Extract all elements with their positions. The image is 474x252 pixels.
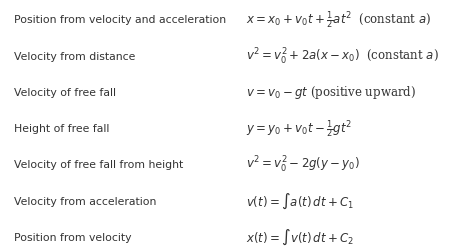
Text: Height of free fall: Height of free fall (14, 123, 109, 134)
Text: $v^2 = v_0^2 + 2a(x - x_0)$  (constant $a$): $v^2 = v_0^2 + 2a(x - x_0)$ (constant $a… (246, 46, 439, 66)
Text: Position from velocity and acceleration: Position from velocity and acceleration (14, 15, 227, 25)
Text: Velocity of free fall: Velocity of free fall (14, 87, 116, 97)
Text: Position from velocity: Position from velocity (14, 232, 132, 242)
Text: Velocity of free fall from height: Velocity of free fall from height (14, 160, 183, 170)
Text: $x = x_0 + v_0 t + \frac{1}{2}at^2$  (constant $a$): $x = x_0 + v_0 t + \frac{1}{2}at^2$ (con… (246, 9, 432, 31)
Text: $v = v_0 - gt$ (positive upward): $v = v_0 - gt$ (positive upward) (246, 84, 417, 101)
Text: $v^2 = v_0^2 - 2g(y - y_0)$: $v^2 = v_0^2 - 2g(y - y_0)$ (246, 155, 361, 175)
Text: Velocity from acceleration: Velocity from acceleration (14, 196, 156, 206)
Text: $x(t) = \int v(t)\,dt + C_2$: $x(t) = \int v(t)\,dt + C_2$ (246, 227, 355, 246)
Text: $v(t) = \int a(t)\,dt + C_1$: $v(t) = \int a(t)\,dt + C_1$ (246, 191, 355, 210)
Text: Velocity from distance: Velocity from distance (14, 51, 136, 61)
Text: $y = y_0 + v_0 t - \frac{1}{2}gt^2$: $y = y_0 + v_0 t - \frac{1}{2}gt^2$ (246, 118, 353, 139)
